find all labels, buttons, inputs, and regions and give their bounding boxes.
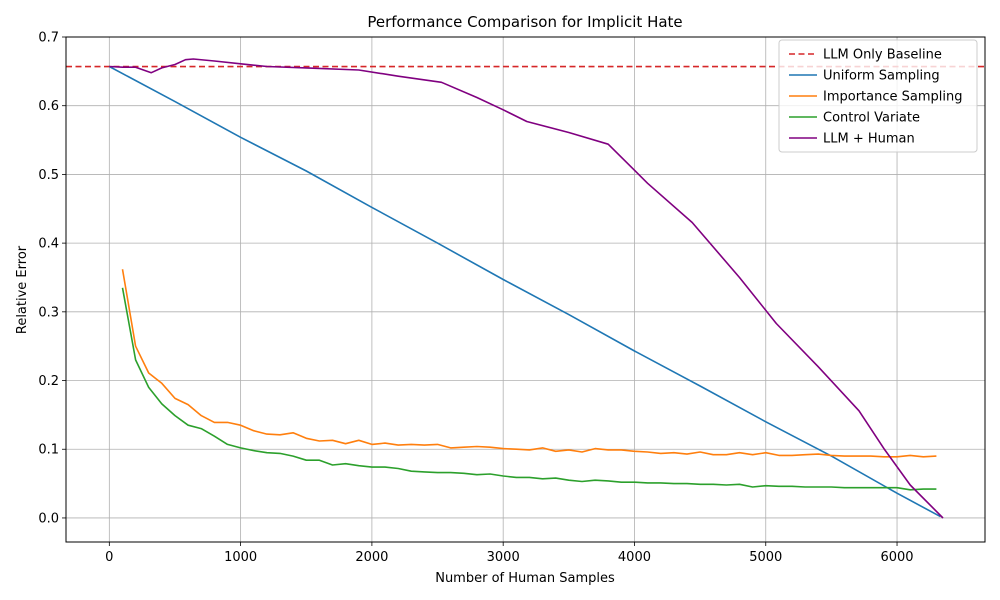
series-line-llm-human	[109, 58, 944, 519]
legend: LLM Only Baseline Uniform Sampling Importa…	[778, 39, 978, 153]
legend-label: LLM + Human	[823, 132, 915, 147]
y-tick-label: 0.6	[38, 99, 59, 114]
x-tick-label: 2000	[355, 550, 388, 565]
axis-ticks: 0 1000 2000 3000 4000 5000 6000 0.0 0.1 0.2 0.3 0.4…	[38, 31, 913, 566]
series-line-importance-sampling	[121, 269, 937, 458]
legend-box	[778, 39, 978, 153]
y-tick-label: 0.5	[38, 168, 59, 183]
x-tick-label: 0	[105, 550, 113, 565]
x-axis-label: Number of Human Samples	[435, 571, 615, 586]
legend-label: LLM Only Baseline	[823, 48, 942, 63]
series-line-control-variate	[121, 287, 937, 491]
x-tick-label: 5000	[749, 550, 782, 565]
y-axis-label: Relative Error	[15, 245, 30, 334]
x-tick-label: 6000	[880, 550, 913, 565]
legend-label: Importance Sampling	[823, 90, 962, 105]
y-tick-label: 0.3	[38, 305, 59, 320]
y-tick-label: 0.1	[38, 443, 59, 458]
x-tick-label: 1000	[224, 550, 257, 565]
y-tick-label: 0.2	[38, 374, 59, 389]
plot-frame	[65, 36, 986, 543]
chart-title: Performance Comparison for Implicit Hate	[367, 13, 682, 31]
y-tick-label: 0.0	[38, 511, 59, 526]
series-line-uniform-sampling	[108, 65, 941, 518]
x-tick-label: 3000	[487, 550, 520, 565]
legend-label: Control Variate	[823, 111, 920, 126]
y-tick-label: 0.7	[38, 31, 59, 46]
x-tick-label: 4000	[618, 550, 651, 565]
y-tick-label: 0.4	[38, 237, 59, 252]
legend-label: Uniform Sampling	[823, 69, 940, 84]
